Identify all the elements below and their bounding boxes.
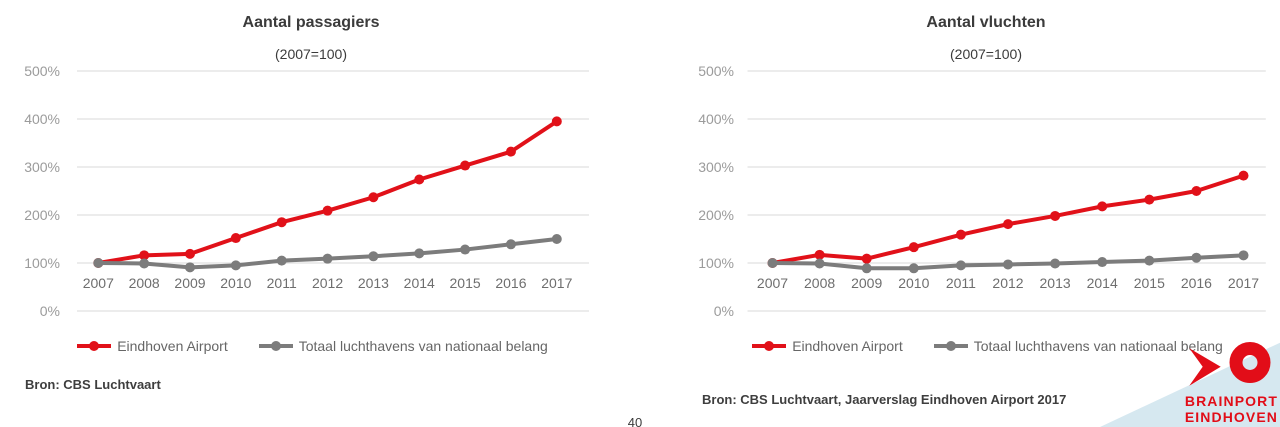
legend-item-totaal: Totaal luchthavens van nationaal belang — [933, 338, 1223, 354]
red-line-marker-icon — [77, 341, 112, 351]
svg-text:2011: 2011 — [946, 275, 976, 291]
svg-text:2013: 2013 — [358, 275, 389, 291]
svg-text:2007: 2007 — [757, 275, 788, 291]
logo-wordmark-line2: EINDHOVEN — [1185, 409, 1278, 425]
logo-chevron-icon — [1189, 348, 1221, 386]
svg-text:2011: 2011 — [267, 275, 297, 291]
svg-text:2010: 2010 — [220, 275, 251, 291]
passengers-chart-panel: Aantal passagiers (2007=100) 0% 100% 200% 3… — [0, 14, 632, 392]
flights-line-plot: 0% 100% 200% 300% 400% 500% 2007 2008 2009 2010 20… — [698, 63, 1266, 319]
svg-text:2014: 2014 — [404, 275, 435, 291]
gray-line-marker-icon — [258, 341, 293, 351]
red-line-marker-icon — [752, 341, 787, 351]
svg-text:200%: 200% — [24, 207, 60, 223]
svg-text:2016: 2016 — [1181, 275, 1212, 291]
svg-text:500%: 500% — [24, 63, 60, 79]
svg-text:500%: 500% — [698, 63, 734, 79]
svg-text:100%: 100% — [698, 255, 734, 271]
legend-label-totaal: Totaal luchthavens van nationaal belang — [973, 338, 1223, 354]
legend-flights: Eindhoven Airport Totaal luchthavens van… — [667, 338, 1280, 354]
legend-item-totaal: Totaal luchthavens van nationaal belang — [258, 338, 548, 354]
svg-text:400%: 400% — [698, 111, 734, 127]
svg-text:2012: 2012 — [312, 275, 343, 291]
logo-wordmark-line1: BRAINPORT — [1185, 393, 1278, 409]
source-note-passengers: Bron: CBS Luchtvaart — [25, 377, 161, 392]
svg-text:0%: 0% — [40, 303, 60, 319]
page-number: 40 — [627, 415, 643, 427]
svg-text:2014: 2014 — [1087, 275, 1118, 291]
svg-text:300%: 300% — [698, 159, 734, 175]
legend-item-eindhoven: Eindhoven Airport — [751, 338, 903, 354]
chart-title-flights: Aantal vluchten — [926, 14, 1046, 31]
chart-title-passengers: Aantal passagiers — [242, 14, 380, 31]
svg-text:0%: 0% — [714, 303, 734, 319]
legend-label-totaal: Totaal luchthavens van nationaal belang — [298, 338, 548, 354]
svg-text:2015: 2015 — [450, 275, 481, 291]
svg-text:2017: 2017 — [1228, 275, 1259, 291]
chart-subtitle-flights: (2007=100) — [949, 46, 1023, 62]
svg-text:2015: 2015 — [1134, 275, 1165, 291]
brainport-logo: BRAINPORT EINDHOVEN — [1100, 342, 1280, 427]
source-note-flights: Bron: CBS Luchtvaart, Jaarverslag Eindho… — [702, 392, 1067, 407]
svg-text:300%: 300% — [24, 159, 60, 175]
legend-label-eindhoven: Eindhoven Airport — [117, 338, 228, 354]
svg-text:200%: 200% — [698, 207, 734, 223]
svg-text:2010: 2010 — [898, 275, 929, 291]
legend-passengers: Eindhoven Airport Totaal luchthavens van… — [0, 338, 632, 354]
svg-text:2012: 2012 — [992, 275, 1023, 291]
svg-text:2009: 2009 — [851, 275, 882, 291]
svg-text:2008: 2008 — [804, 275, 835, 291]
logo-ring-icon — [1229, 342, 1271, 383]
passengers-line-plot: 0% 100% 200% 300% 400% 500% 2007 2008 2009 2010 20… — [24, 63, 589, 319]
svg-text:2008: 2008 — [129, 275, 160, 291]
svg-text:2007: 2007 — [83, 275, 114, 291]
svg-text:2013: 2013 — [1040, 275, 1071, 291]
svg-text:2009: 2009 — [174, 275, 205, 291]
legend-item-eindhoven: Eindhoven Airport — [76, 338, 228, 354]
gray-line-marker-icon — [933, 341, 968, 351]
svg-text:2017: 2017 — [541, 275, 572, 291]
legend-label-eindhoven: Eindhoven Airport — [792, 338, 903, 354]
flights-chart-panel: Aantal vluchten (2007=100) 0% 100% 200% 300… — [640, 0, 1280, 427]
svg-text:100%: 100% — [24, 255, 60, 271]
svg-text:400%: 400% — [24, 111, 60, 127]
chart-subtitle-passengers: (2007=100) — [274, 46, 348, 62]
svg-text:2016: 2016 — [495, 275, 526, 291]
